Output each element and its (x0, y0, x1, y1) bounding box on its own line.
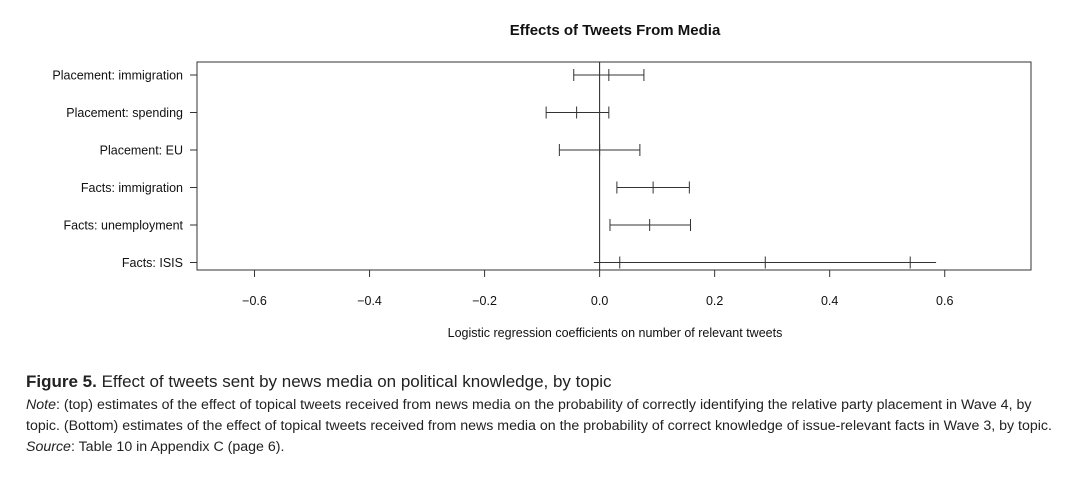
errorbar-row (545, 106, 610, 119)
figure-title: Effect of tweets sent by news media on p… (101, 372, 612, 391)
category-label: Facts: immigration (81, 181, 183, 195)
x-axis-title: Logistic regression coefficients on numb… (448, 326, 783, 340)
caption-note: Note: (top) estimates of the effect of t… (26, 395, 1056, 437)
x-tick-label: 0.4 (821, 294, 838, 308)
category-label: Placement: EU (100, 144, 183, 158)
x-tick-label: 0.0 (591, 294, 608, 308)
x-tick-label: −0.2 (472, 294, 497, 308)
category-label: Facts: unemployment (64, 219, 184, 233)
source-label: Source (26, 439, 71, 455)
coefficient-plot: Effects of Tweets From Media Placement: … (52, 22, 1032, 340)
figure-label: Figure 5. (26, 372, 97, 391)
errorbar-row (573, 69, 645, 81)
figure-caption: Figure 5. Effect of tweets sent by news … (26, 371, 1056, 458)
errorbar-row (616, 181, 690, 194)
error-bars (545, 69, 937, 269)
caption-title: Figure 5. Effect of tweets sent by news … (26, 371, 1056, 393)
x-tick-label: 0.6 (936, 294, 953, 308)
plot-frame (196, 61, 1032, 271)
note-label: Note (26, 397, 56, 413)
x-tick-label: −0.6 (242, 294, 267, 308)
errorbar-row (558, 144, 641, 156)
chart-title: Effects of Tweets From Media (510, 22, 721, 39)
category-label: Placement: spending (66, 106, 183, 120)
caption-source: Source: Table 10 in Appendix C (page 6). (26, 437, 1056, 458)
category-label: Placement: immigration (52, 69, 183, 83)
source-text: : Table 10 in Appendix C (page 6). (70, 439, 285, 455)
x-axis: −0.6 −0.4 −0.2 0.0 0.2 0.4 0.6 (242, 270, 953, 308)
x-tick-label: 0.2 (706, 294, 723, 308)
y-axis: Placement: immigration Placement: spendin… (52, 69, 197, 270)
note-text: : (top) estimates of the effect of topic… (26, 397, 1052, 434)
errorbar-row (609, 219, 691, 231)
errorbar-row (593, 256, 937, 269)
category-label: Facts: ISIS (122, 256, 183, 270)
x-tick-label: −0.4 (357, 294, 382, 308)
